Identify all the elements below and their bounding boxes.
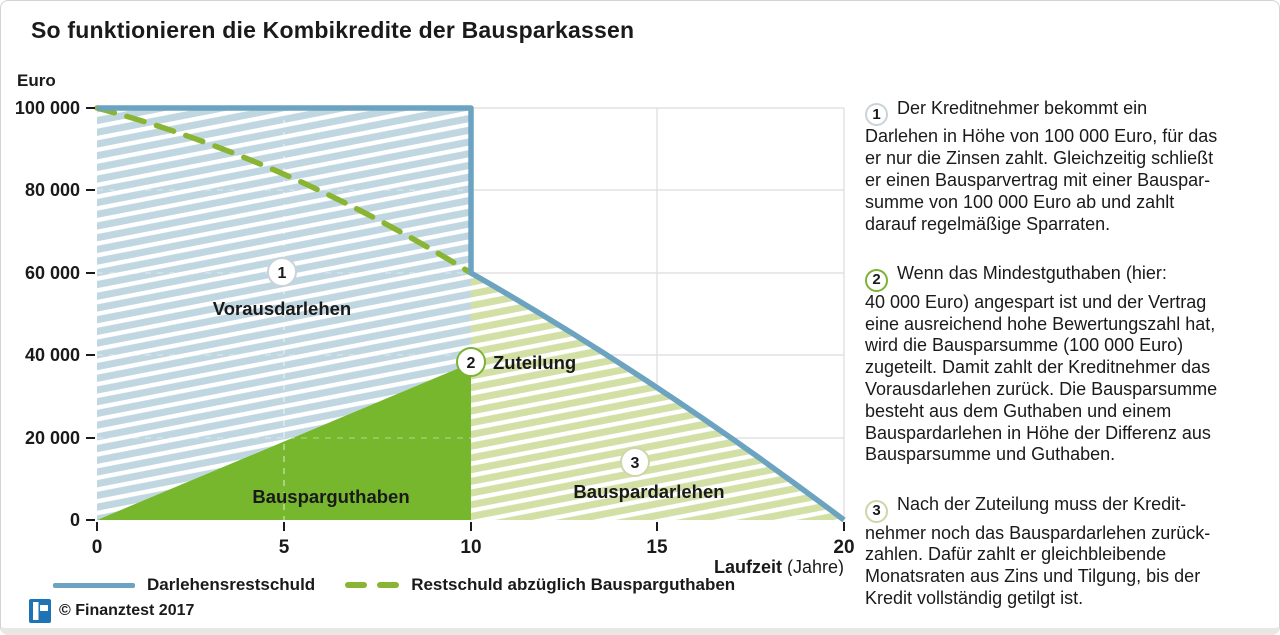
footer: © Finanztest 2017 — [29, 599, 194, 623]
zuteilung-label: Zuteilung — [493, 352, 576, 373]
chart-badge-1: 1 — [267, 257, 297, 287]
kombikredit-chart: 100 000 80 000 60 000 40 000 20 000 0 0 … — [15, 98, 855, 576]
svg-text:2: 2 — [467, 355, 476, 372]
restschuld-dashed-line — [94, 105, 474, 276]
page-title: So funktionieren die Kombikredite der Ba… — [31, 17, 635, 43]
annotation-badge-2: 2 — [865, 268, 888, 292]
y-axis-tick-labels: 100 000 80 000 60 000 40 000 20 000 0 — [15, 98, 80, 530]
annotation-2: 2 Wenn das Mindestguthaben (hier: 40 000 … — [865, 263, 1279, 466]
blue-line-swatch-icon — [53, 582, 135, 588]
annotation-1-text: Der Kreditnehmer bekommt ein Darlehen in… — [865, 98, 1218, 234]
y-tick-80000: 80 000 — [25, 180, 80, 200]
annotation-badge-1: 1 — [865, 103, 888, 127]
axis-ticks — [86, 107, 845, 531]
darlehensrestschuld-line — [97, 105, 846, 523]
y-tick-0: 0 — [70, 510, 80, 530]
svg-text:1: 1 — [278, 265, 287, 282]
annotation-1: 1 Der Kreditnehmer bekommt ein Darlehen i… — [865, 98, 1279, 235]
x-tick-5: 5 — [279, 537, 290, 558]
copyright-text: © Finanztest 2017 — [59, 602, 195, 619]
hatch-gridlines — [97, 108, 471, 520]
y-tick-60000: 60 000 — [25, 263, 80, 283]
x-axis-title: Laufzeit (Jahre) — [714, 557, 844, 576]
chart-badge-3: 3 — [620, 447, 650, 477]
x-tick-20: 20 — [833, 537, 854, 558]
x-tick-0: 0 — [92, 537, 103, 558]
bauspardarlehen-area — [471, 273, 844, 520]
bausparguthaben-label: Bausparguthaben — [252, 486, 409, 507]
legend-label-darlehensrestschuld: Darlehensrestschuld — [147, 575, 316, 594]
x-tick-15: 15 — [646, 537, 668, 558]
y-tick-100000: 100 000 — [15, 98, 80, 118]
x-axis-tick-labels: 0 5 10 15 20 — [92, 537, 855, 558]
chart-badge-2: 2 — [456, 347, 486, 377]
legend-item-restschuld: Restschuld abzüglich Bausparguthaben — [345, 575, 735, 595]
bausparguthaben-area — [97, 363, 471, 520]
annotations-panel: 1 Der Kreditnehmer bekommt ein Darlehen i… — [865, 98, 1279, 628]
annotation-3: 3 Nach der Zuteilung muss der Kredit- neh… — [865, 494, 1279, 610]
vorausdarlehen-label: Vorausdarlehen — [213, 298, 351, 319]
y-tick-40000: 40 000 — [25, 345, 80, 365]
finanztest-logo-icon — [29, 599, 51, 623]
legend: Darlehensrestschuld Restschuld abzüglich… — [53, 575, 735, 595]
legend-item-darlehensrestschuld: Darlehensrestschuld — [53, 575, 315, 595]
x-tick-10: 10 — [460, 537, 481, 558]
annotation-badge-3: 3 — [865, 499, 888, 523]
annotation-2-text: Wenn das Mindestguthaben (hier: 40 000 E… — [865, 263, 1218, 465]
green-dash-swatch-icon — [345, 582, 400, 588]
svg-text:3: 3 — [631, 455, 640, 472]
y-axis-unit-label: Euro — [17, 71, 56, 90]
annotation-3-text: Nach der Zuteilung muss der Kredit- nehm… — [865, 494, 1211, 608]
y-tick-20000: 20 000 — [25, 428, 80, 448]
bauspardarlehen-label: Bauspardarlehen — [573, 481, 724, 502]
legend-label-restschuld: Restschuld abzüglich Bausparguthaben — [411, 575, 736, 594]
